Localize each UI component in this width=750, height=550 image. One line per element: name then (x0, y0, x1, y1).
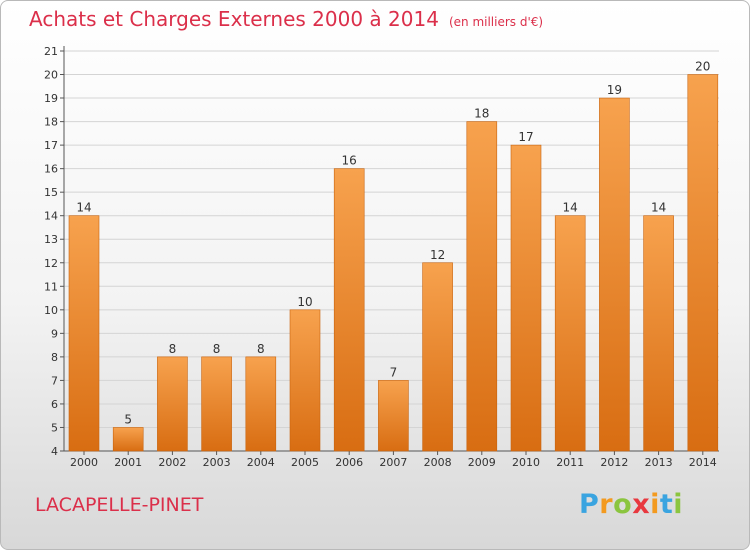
data-label: 8 (213, 342, 221, 356)
bar (112, 427, 144, 452)
bar (643, 215, 674, 452)
y-tick-labels: 4 5 6 7 8 9 10 11 12 13 14 15 16 17 18 19 20 21 (44, 45, 58, 458)
y-tick-label: 15 (44, 186, 58, 199)
x-tick-label: 2014 (689, 456, 717, 469)
x-tick-label: 2001 (114, 456, 142, 469)
x-tick-label: 2005 (291, 456, 319, 469)
logo-letter: o (613, 489, 633, 520)
y-tick-label: 4 (51, 445, 58, 458)
x-tick-label: 2009 (468, 456, 496, 469)
data-labels: 14 5 8 8 8 10 16 7 12 18 17 14 19 14 20 (76, 60, 710, 427)
bar (245, 356, 277, 452)
logo-letter: t (659, 489, 674, 520)
data-label: 14 (563, 201, 578, 215)
y-tick-label: 16 (44, 163, 58, 176)
data-label: 19 (607, 83, 622, 97)
data-label: 8 (169, 342, 177, 356)
data-label: 16 (342, 154, 357, 168)
bars (68, 74, 719, 452)
y-tick-label: 6 (51, 398, 58, 411)
y-tick-label: 7 (51, 374, 58, 387)
x-tick-label: 2002 (158, 456, 186, 469)
x-tick-label: 2000 (70, 456, 98, 469)
bar (333, 168, 365, 452)
logo-letter: r (599, 489, 614, 520)
y-tick-label: 20 (44, 69, 58, 82)
chart-title-text: Achats et Charges Externes 2000 à 2014 (29, 7, 439, 31)
bar (510, 144, 542, 452)
x-tick-label: 2010 (512, 456, 540, 469)
logo-letter: i (673, 489, 684, 520)
x-tick-label: 2013 (645, 456, 673, 469)
x-tick-label: 2006 (335, 456, 363, 469)
y-tick-label: 17 (44, 139, 58, 152)
data-label: 5 (124, 412, 132, 426)
y-tick-label: 8 (51, 351, 58, 364)
x-tick-label: 2003 (203, 456, 231, 469)
data-label: 12 (430, 248, 445, 262)
x-tick-label: 2011 (556, 456, 584, 469)
y-tick-label: 10 (44, 304, 58, 317)
data-label: 18 (474, 107, 489, 121)
y-tick-label: 13 (44, 233, 58, 246)
chart-title: Achats et Charges Externes 2000 à 2014 (e… (29, 7, 543, 31)
y-tick-label: 11 (44, 280, 58, 293)
logo-letter: i (650, 489, 660, 520)
bar (68, 215, 100, 452)
proxiti-logo: Proxiti (579, 489, 683, 520)
bar (157, 356, 188, 452)
y-tick-label: 19 (44, 92, 58, 105)
data-label: 7 (390, 365, 398, 379)
y-tick-label: 5 (51, 421, 58, 434)
x-tick-label: 2004 (247, 456, 275, 469)
y-tick-label: 9 (51, 327, 58, 340)
x-tick-labels: 2000 2001 2002 2003 2004 2005 2006 2007 2008 2009… (70, 456, 717, 469)
data-label: 10 (297, 295, 312, 309)
bar (466, 121, 498, 452)
logo-letter: x (632, 489, 651, 520)
y-tick-label: 18 (44, 116, 58, 129)
bar (554, 215, 586, 452)
bar (289, 309, 321, 452)
x-tick-label: 2012 (600, 456, 628, 469)
bar (422, 262, 453, 452)
data-label: 20 (695, 60, 710, 74)
y-tick-label: 14 (44, 210, 58, 223)
logo-letter: P (579, 489, 600, 520)
location-name: LACAPELLE-PINET (35, 494, 204, 516)
y-tick-label: 12 (44, 257, 58, 270)
x-tick-label: 2008 (424, 456, 452, 469)
data-label: 17 (518, 130, 533, 144)
bar (201, 356, 232, 452)
data-label: 14 (651, 201, 666, 215)
chart-unit: (en milliers d'€) (448, 15, 544, 29)
bar (599, 97, 630, 452)
x-tick-label: 2007 (379, 456, 407, 469)
bar (378, 380, 409, 452)
bar (687, 74, 719, 452)
data-label: 14 (76, 201, 91, 215)
y-tick-label: 21 (44, 45, 58, 58)
data-label: 8 (257, 342, 265, 356)
